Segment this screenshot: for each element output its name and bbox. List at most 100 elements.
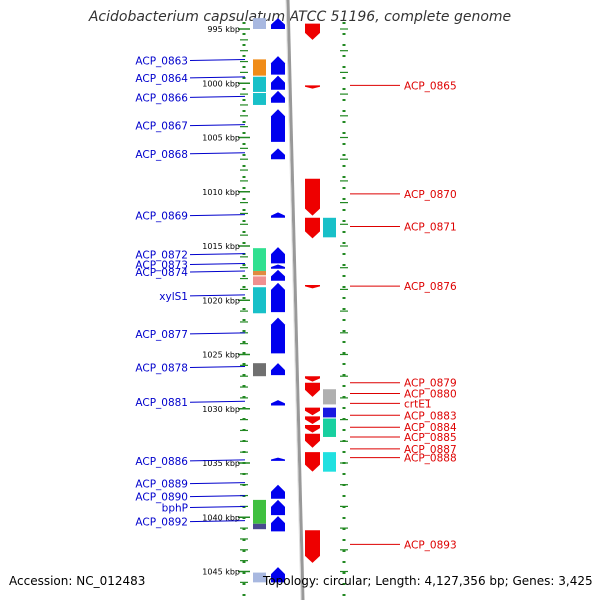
gene-arrow-reverse xyxy=(305,376,320,382)
gene-label-left: ACP_0886 xyxy=(135,456,188,468)
gene-label-left: ACP_0866 xyxy=(135,92,188,104)
scale-label: 1025 kbp xyxy=(202,351,240,360)
gene-arrow-reverse xyxy=(305,407,320,416)
feature-block xyxy=(253,276,266,286)
gene-arrow-forward xyxy=(271,499,285,516)
feature-block xyxy=(253,363,266,377)
gene-arrow-reverse xyxy=(305,23,320,40)
leader-line-left xyxy=(189,400,246,403)
gene-label-right: ACP_0871 xyxy=(404,221,457,233)
leader-line-left xyxy=(189,505,246,508)
feature-block xyxy=(253,572,266,583)
leader-line-left xyxy=(189,270,246,273)
gene-arrow-forward xyxy=(271,109,285,142)
gene-arrow-reverse xyxy=(305,416,320,424)
leader-line-left xyxy=(189,294,246,297)
feature-block xyxy=(253,287,266,314)
scale-label: 1020 kbp xyxy=(202,296,240,305)
feature-block xyxy=(323,217,336,238)
gene-arrow-reverse xyxy=(305,285,320,289)
scale-label: 1015 kbp xyxy=(202,242,240,251)
gene-label-right: ACP_0876 xyxy=(404,281,457,293)
gene-label-left: ACP_0872 xyxy=(135,250,188,262)
gene-label-left: ACP_0878 xyxy=(135,363,188,375)
leader-line-left xyxy=(189,95,246,98)
gene-label-right: ACP_0887 xyxy=(404,444,457,456)
feature-block xyxy=(323,407,336,418)
gene-label-left: ACP_0889 xyxy=(135,479,188,491)
backbone-line xyxy=(286,0,305,600)
gene-arrow-forward xyxy=(271,75,285,90)
feature-block xyxy=(253,270,266,276)
gene-label-left: ACP_0892 xyxy=(135,517,188,529)
leader-line-left xyxy=(189,253,246,256)
gene-label-right: ACP_0880 xyxy=(404,389,457,401)
gene-label-left: xylS1 xyxy=(159,291,188,303)
gene-label-left: ACP_0864 xyxy=(135,73,188,85)
leader-line-left xyxy=(189,366,246,369)
backbone-shadow xyxy=(285,0,302,600)
leader-line-left xyxy=(189,459,246,462)
gene-arrow-forward xyxy=(271,516,285,532)
feature-block xyxy=(253,76,266,92)
gene-arrow-forward xyxy=(271,363,285,376)
gene-label-left: ACP_0873 xyxy=(135,259,188,271)
leader-line-left xyxy=(189,124,246,127)
gene-label-right: ACP_0883 xyxy=(404,410,457,422)
gene-label-right: ACP_0885 xyxy=(404,432,457,444)
gene-arrow-forward xyxy=(271,282,285,313)
leader-line-left xyxy=(189,495,246,498)
leader-line-left xyxy=(189,332,246,335)
feature-block xyxy=(323,418,336,437)
gene-label-left: ACP_0868 xyxy=(135,149,188,161)
gene-label-right: ACP_0865 xyxy=(404,80,457,92)
gene-arrow-forward xyxy=(271,400,285,406)
scale-label: 1045 kbp xyxy=(202,568,240,577)
gene-arrow-reverse xyxy=(305,425,320,433)
feature-block xyxy=(323,452,336,472)
gene-arrow-reverse xyxy=(305,85,320,89)
gene-label-left: ACP_0890 xyxy=(135,492,188,504)
leader-line-left xyxy=(189,262,246,265)
gene-arrow-forward xyxy=(271,264,285,269)
gene-arrow-forward xyxy=(271,567,285,583)
leader-line-left xyxy=(189,214,246,217)
gene-label-left: ACP_0874 xyxy=(135,267,188,279)
scale-label: 1040 kbp xyxy=(202,513,240,522)
leader-line-left xyxy=(189,152,246,155)
feature-block xyxy=(253,59,266,76)
feature-block xyxy=(253,18,266,29)
gene-arrow-reverse xyxy=(305,433,320,448)
scale-label: 1030 kbp xyxy=(202,405,240,414)
gene-arrow-reverse xyxy=(305,178,320,216)
topology-text: Topology: circular; Length: 4,127,356 bp… xyxy=(263,574,593,588)
gene-arrow-forward xyxy=(271,18,285,29)
gene-label-left: ACP_0877 xyxy=(135,329,188,341)
map-title: Acidobacterium capsulatum ATCC 51196, co… xyxy=(88,9,512,25)
feature-block xyxy=(323,389,336,405)
gene-arrow-forward xyxy=(271,317,285,354)
leader-line-left xyxy=(189,520,246,523)
gene-arrow-forward xyxy=(271,484,285,499)
leader-line-left xyxy=(189,482,246,485)
gene-arrow-forward xyxy=(271,56,285,75)
scale-label: 1000 kbp xyxy=(202,79,240,88)
gene-label-right: crtE1 xyxy=(404,398,432,410)
gene-label-left: ACP_0863 xyxy=(135,56,188,68)
scale-label: 1035 kbp xyxy=(202,459,240,468)
scale-label: 1005 kbp xyxy=(202,134,240,143)
gene-label-right: ACP_0884 xyxy=(404,422,457,434)
gene-label-right: ACP_0893 xyxy=(404,539,457,551)
gene-label-left: bphP xyxy=(162,502,188,514)
gene-arrow-forward xyxy=(271,247,285,264)
feature-block xyxy=(253,93,266,105)
gene-label-right: ACP_0879 xyxy=(404,378,457,390)
scale-label: 1010 kbp xyxy=(202,188,240,197)
leader-line-left xyxy=(189,59,246,62)
gene-arrow-reverse xyxy=(305,452,320,472)
gene-arrow-forward xyxy=(271,269,285,281)
gene-arrow-forward xyxy=(271,148,285,160)
gene-arrow-reverse xyxy=(305,382,320,397)
accession-text: Accession: NC_012483 xyxy=(9,574,146,588)
